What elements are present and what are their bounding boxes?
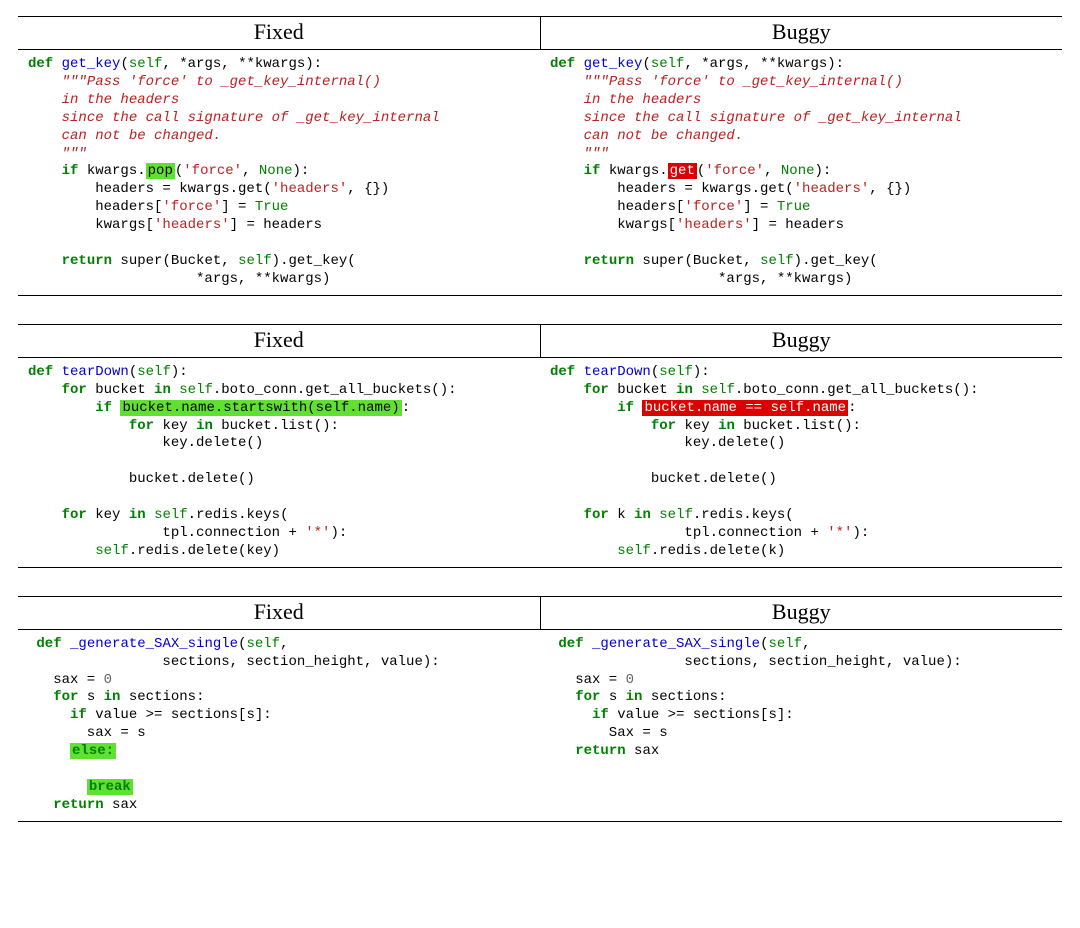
example-1-body-row: def get_key(self, *args, **kwargs): """P… [18,50,1062,296]
example-1-fixed-code: def get_key(self, *args, **kwargs): """P… [28,56,530,289]
header-buggy: Buggy [540,17,1062,50]
example-1-buggy-cell: def get_key(self, *args, **kwargs): """P… [540,50,1062,296]
diff-highlight-green: bucket.name.startswith(self.name) [120,400,401,416]
header-fixed: Fixed [18,324,540,357]
example-1-header-row: Fixed Buggy [18,17,1062,50]
diff-highlight-red: bucket.name == self.name [642,400,848,416]
diff-highlight-red: get [668,163,697,179]
header-buggy: Buggy [540,324,1062,357]
example-3-buggy-code: def _generate_SAX_single(self, sections,… [550,636,1052,761]
example-2-fixed-code: def tearDown(self): for bucket in self.b… [28,364,530,561]
diff-highlight-green: else: [70,743,116,759]
example-1-fixed-cell: def get_key(self, *args, **kwargs): """P… [18,50,540,296]
example-3-fixed-code: def _generate_SAX_single(self, sections,… [28,636,530,815]
example-2-buggy-code: def tearDown(self): for bucket in self.b… [550,364,1052,561]
example-3-body-row: def _generate_SAX_single(self, sections,… [18,629,1062,821]
example-3-fixed-cell: def _generate_SAX_single(self, sections,… [18,629,540,821]
example-2-buggy-cell: def tearDown(self): for bucket in self.b… [540,357,1062,567]
example-3-buggy-cell: def _generate_SAX_single(self, sections,… [540,629,1062,821]
example-1-table: Fixed Buggy def get_key(self, *args, **k… [18,16,1062,296]
example-2-fixed-cell: def tearDown(self): for bucket in self.b… [18,357,540,567]
example-3-table: Fixed Buggy def _generate_SAX_single(sel… [18,596,1062,822]
header-fixed: Fixed [18,17,540,50]
example-3-header-row: Fixed Buggy [18,596,1062,629]
example-2-body-row: def tearDown(self): for bucket in self.b… [18,357,1062,567]
header-buggy: Buggy [540,596,1062,629]
example-2-header-row: Fixed Buggy [18,324,1062,357]
header-fixed: Fixed [18,596,540,629]
example-2-table: Fixed Buggy def tearDown(self): for buck… [18,324,1062,568]
diff-highlight-green: pop [146,163,175,179]
example-1-buggy-code: def get_key(self, *args, **kwargs): """P… [550,56,1052,289]
diff-highlight-green: break [87,779,133,795]
